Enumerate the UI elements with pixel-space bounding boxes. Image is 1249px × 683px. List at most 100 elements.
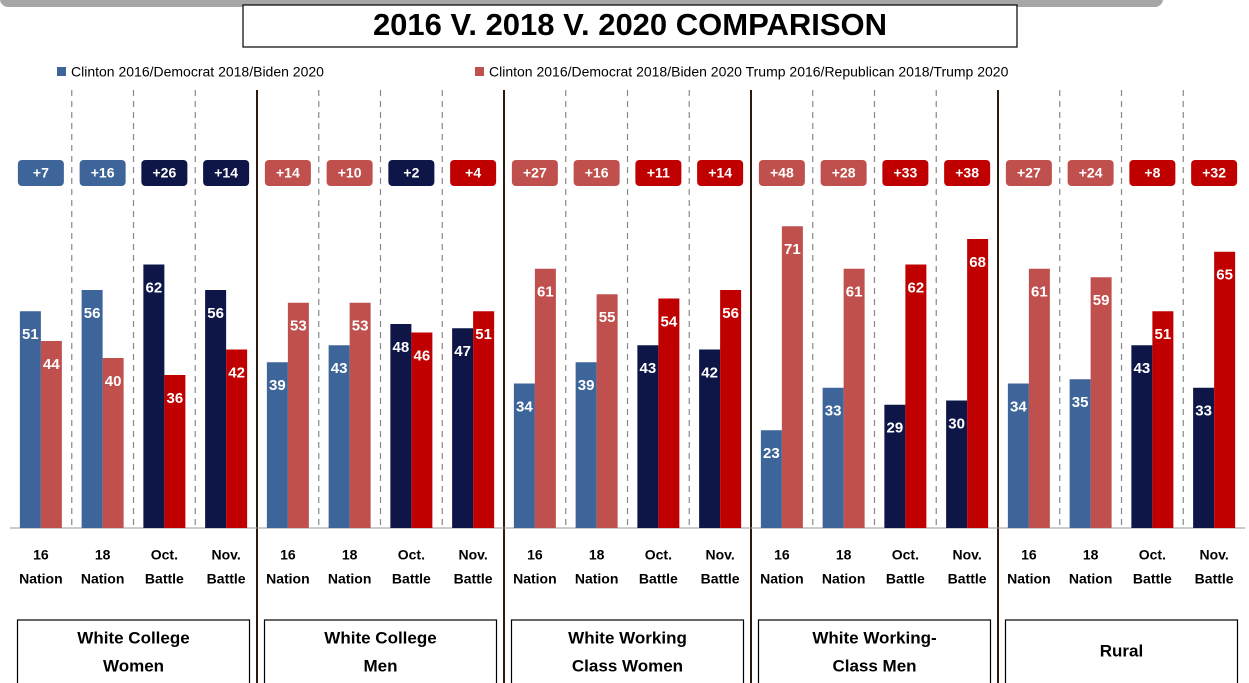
group-box xyxy=(757,619,992,683)
margin-label: +32 xyxy=(1202,165,1226,181)
margin-label: +27 xyxy=(523,165,547,181)
value-label: 62 xyxy=(908,279,925,296)
value-label: 56 xyxy=(84,305,101,322)
value-label: 33 xyxy=(825,403,842,420)
value-label: 56 xyxy=(207,305,224,322)
bar xyxy=(967,239,989,528)
group-label: Class Men xyxy=(832,656,916,675)
group-label: Women xyxy=(103,656,164,675)
value-label: 53 xyxy=(352,318,369,335)
bar xyxy=(81,290,103,528)
group-box xyxy=(510,619,745,683)
bar xyxy=(905,264,927,528)
x-tick-label: Battle xyxy=(454,571,493,587)
value-label: 56 xyxy=(722,305,739,322)
value-label: 51 xyxy=(22,326,39,343)
bar xyxy=(822,387,844,528)
bar xyxy=(40,341,62,528)
x-tick-label: Nation xyxy=(19,571,63,587)
margin-box xyxy=(882,160,929,186)
value-label: 35 xyxy=(1072,394,1089,411)
x-tick-label: Battle xyxy=(392,571,431,587)
margin-box xyxy=(944,160,991,186)
x-tick-label: Battle xyxy=(639,571,678,587)
bar xyxy=(164,375,186,528)
x-tick-label: Nation xyxy=(1007,571,1051,587)
legend-label: Clinton 2016/Democrat 2018/Biden 2020 xyxy=(71,64,324,80)
bar xyxy=(205,290,227,528)
group-label: Class Women xyxy=(572,656,683,675)
value-label: 39 xyxy=(269,377,286,394)
bar xyxy=(513,383,535,528)
margin-label: +27 xyxy=(1017,165,1041,181)
group-box xyxy=(16,619,251,683)
x-tick-label: 16 xyxy=(527,547,543,563)
bar xyxy=(760,430,782,528)
margin-box xyxy=(388,160,435,186)
margin-box xyxy=(1005,160,1052,186)
margin-label: +33 xyxy=(894,165,918,181)
margin-box xyxy=(573,160,620,186)
margin-box xyxy=(758,160,805,186)
margin-box xyxy=(1067,160,1114,186)
x-tick-label: Battle xyxy=(701,571,740,587)
bar xyxy=(266,362,288,528)
x-tick-label: Battle xyxy=(1133,571,1172,587)
bar xyxy=(390,324,412,528)
margin-box xyxy=(264,160,311,186)
value-label: 68 xyxy=(969,254,986,271)
margin-label: +4 xyxy=(465,165,481,181)
margin-label: +2 xyxy=(403,165,419,181)
bar xyxy=(720,290,742,528)
value-label: 61 xyxy=(1031,284,1048,301)
group-box xyxy=(1004,619,1239,683)
x-tick-label: 16 xyxy=(33,547,49,563)
bar xyxy=(287,302,309,528)
x-tick-label: Battle xyxy=(886,571,925,587)
margin-box xyxy=(79,160,126,186)
margin-label: +11 xyxy=(647,165,670,181)
value-label: 46 xyxy=(414,347,431,364)
value-label: 34 xyxy=(1010,398,1027,415)
value-label: 42 xyxy=(701,364,718,381)
margin-box xyxy=(141,160,188,186)
margin-box xyxy=(1191,160,1238,186)
bar xyxy=(1007,383,1029,528)
margin-label: +14 xyxy=(276,165,300,181)
group-label: White College xyxy=(77,628,189,647)
bar xyxy=(843,268,865,528)
x-tick-label: Oct. xyxy=(151,547,178,563)
value-label: 39 xyxy=(578,377,595,394)
bar xyxy=(658,298,680,528)
margin-box xyxy=(450,160,497,186)
x-tick-label: Oct. xyxy=(892,547,919,563)
bar xyxy=(637,345,659,528)
bar xyxy=(884,404,906,528)
bar xyxy=(411,332,433,528)
chart-title: 2016 V. 2018 V. 2020 COMPARISON xyxy=(373,7,887,42)
bar xyxy=(575,362,597,528)
value-label: 61 xyxy=(846,284,863,301)
margin-label: +14 xyxy=(708,165,732,181)
margin-box xyxy=(1129,160,1176,186)
value-label: 54 xyxy=(661,313,678,330)
group-label: Rural xyxy=(1100,641,1143,660)
x-tick-label: Oct. xyxy=(645,547,672,563)
value-label: 61 xyxy=(537,284,554,301)
x-tick-label: Oct. xyxy=(1139,547,1166,563)
value-label: 65 xyxy=(1216,267,1233,284)
margin-label: +8 xyxy=(1144,165,1160,181)
x-tick-label: Nation xyxy=(81,571,125,587)
bar xyxy=(1028,268,1050,528)
value-label: 23 xyxy=(763,445,780,462)
x-tick-label: 18 xyxy=(95,547,111,563)
legend-swatch xyxy=(475,67,484,76)
margin-box xyxy=(511,160,558,186)
bar xyxy=(699,349,721,528)
value-label: 47 xyxy=(454,343,471,360)
bar xyxy=(1214,251,1236,528)
value-label: 40 xyxy=(105,373,122,390)
legend-label: Clinton 2016/Democrat 2018/Biden 2020 Tr… xyxy=(489,64,1009,80)
margin-label: +14 xyxy=(214,165,238,181)
